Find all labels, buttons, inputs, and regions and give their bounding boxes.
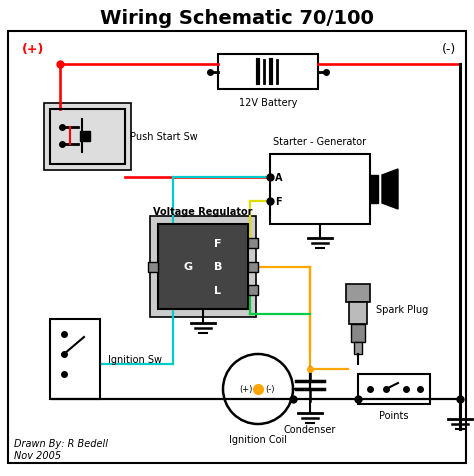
Text: Voltage Regulator: Voltage Regulator [153,207,253,217]
Bar [158,225,248,309]
Text: (-): (-) [265,385,275,394]
Bar [80,132,90,142]
Bar [370,176,378,204]
Text: Points: Points [379,410,409,420]
Text: Push Start Sw: Push Start Sw [130,132,198,142]
Bar [351,324,365,342]
Text: G: G [183,262,192,272]
Text: (+): (+) [239,385,253,394]
Polygon shape [382,169,398,209]
Text: Wiring Schematic 70/100: Wiring Schematic 70/100 [100,9,374,28]
Text: A: A [275,173,283,183]
Bar [218,55,318,90]
Bar [150,217,256,317]
Text: (-): (-) [442,43,456,56]
Text: Spark Plug: Spark Plug [376,304,428,314]
Bar [349,302,367,324]
Text: Condenser: Condenser [284,424,336,434]
Text: F: F [275,197,282,207]
Bar [44,104,131,170]
Bar [248,286,258,296]
Text: B: B [214,262,222,272]
Text: L: L [215,286,221,296]
Bar [270,155,370,225]
Text: 12V Battery: 12V Battery [239,98,297,108]
Bar [50,319,100,399]
Text: Drawn By: R Bedell
Nov 2005: Drawn By: R Bedell Nov 2005 [14,438,108,460]
Bar [248,262,258,272]
Bar [354,342,362,354]
Bar [358,374,430,404]
Text: Ignition Coil: Ignition Coil [229,434,287,444]
Bar [50,110,125,165]
Bar [248,238,258,248]
Text: Starter - Generator: Starter - Generator [273,137,366,147]
Bar [346,284,370,302]
Text: F: F [214,238,222,248]
Text: (+): (+) [22,43,45,56]
Bar [148,262,158,272]
Text: Ignition Sw: Ignition Sw [108,354,162,364]
